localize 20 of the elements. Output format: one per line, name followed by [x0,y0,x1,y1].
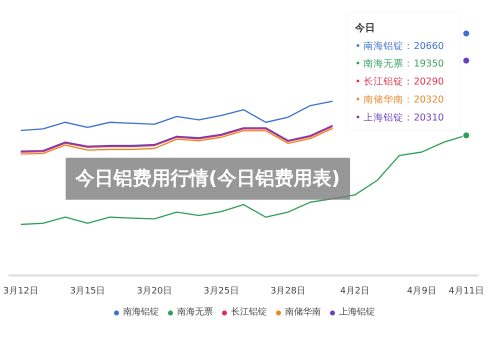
text: 今日铝费用行情(今日铝费用表) [74,168,340,190]
legend-label: 南储华南 [285,306,321,318]
annotation: • 南海无票：19350 [355,58,444,70]
legend-label: 上海铝锭 [339,306,375,318]
annotation: 今日 [354,22,376,34]
x-tick-label: 3月12日 [3,286,38,296]
x-tick-label: 4月11日 [448,286,484,296]
legend-label: 长江铝锭 [231,306,267,318]
legend-label: 南海无票 [177,306,213,318]
x-tick-label: 3月28日 [270,286,306,296]
x-tick-label: 3月20日 [136,286,172,296]
annotation: • 上海铝锭：20310 [355,111,444,124]
legend-label: 南海铝锭 [123,306,159,318]
x-tick-label: 4月2日 [340,286,370,296]
x-tick-label: 4月9日 [406,286,436,296]
x-tick-label: 3月15日 [70,286,106,296]
annotation: • 南储华南：20320 [355,93,444,106]
annotation: • 南海铝锭：20660 [355,40,444,52]
annotation: • 长江铝锭：20290 [355,76,444,88]
x-tick-label: 3月25日 [204,286,239,296]
